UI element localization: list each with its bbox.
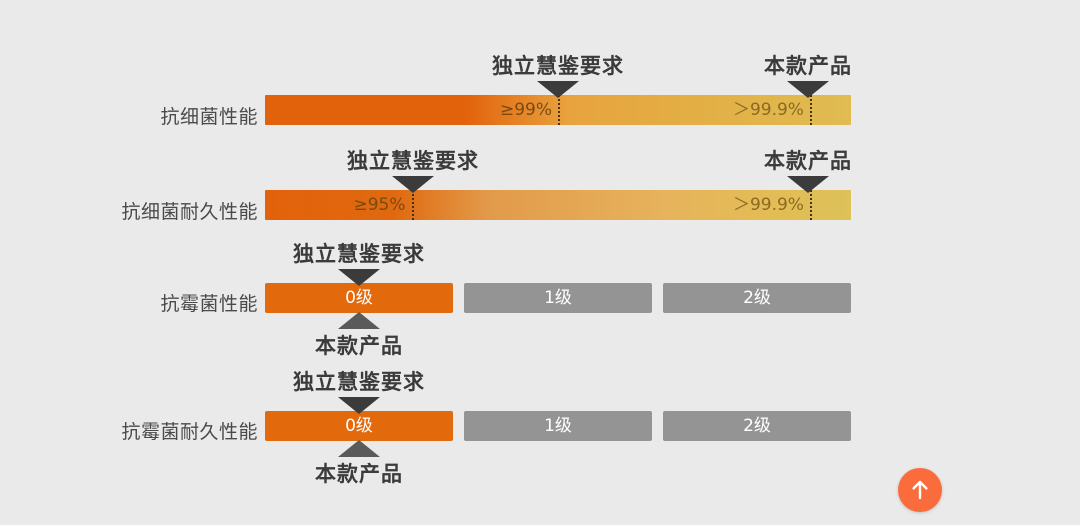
callout-requirement-label: 独立慧鉴要求 (347, 150, 479, 173)
level-segment-2: 2级 (663, 411, 851, 441)
divider-product (809, 190, 812, 220)
triangle-up-icon (338, 440, 380, 457)
bar-value-requirement: ≥99% (499, 100, 552, 120)
triangle-down-icon (787, 81, 829, 98)
level-segment-2: 2级 (663, 283, 851, 313)
level-segment-0: 0级 (265, 283, 453, 313)
triangle-down-icon (787, 176, 829, 193)
bar-antifungal: 0级 1级 2级 (265, 283, 851, 313)
row-label-antibacterial: 抗细菌性能 (160, 107, 258, 128)
callout-requirement-antibacterial-durability: 独立慧鉴要求 (347, 145, 479, 193)
callout-product-label: 本款产品 (315, 463, 403, 486)
bar-value-requirement: ≥95% (353, 195, 406, 215)
arrow-up-icon (898, 468, 942, 512)
row-label-antifungal: 抗霉菌性能 (160, 294, 258, 315)
triangle-up-icon (338, 312, 380, 329)
bar-value-product: ＞99.9% (732, 100, 804, 120)
callout-product-antifungal: 本款产品 (315, 312, 403, 360)
callout-requirement-label: 独立慧鉴要求 (293, 371, 425, 394)
bar-antibacterial: ≥99% ＞99.9% (265, 95, 851, 125)
triangle-down-icon (338, 397, 380, 414)
callout-requirement-antifungal-durability: 独立慧鉴要求 (293, 366, 425, 414)
callout-product-antibacterial: 本款产品 (764, 50, 852, 98)
callout-product-antifungal-durability: 本款产品 (315, 440, 403, 488)
callout-product-label: 本款产品 (315, 335, 403, 358)
bar-track (265, 190, 851, 220)
row-label-antifungal-durability: 抗霉菌耐久性能 (121, 422, 258, 443)
back-to-top-button[interactable] (898, 468, 942, 512)
callout-product-antibacterial-durability: 本款产品 (764, 145, 852, 193)
level-segment-1: 1级 (464, 411, 652, 441)
divider-requirement (411, 190, 414, 220)
divider-requirement (558, 95, 560, 125)
bar-value-product: ＞99.9% (732, 195, 804, 215)
triangle-down-icon (537, 81, 579, 98)
bar-antifungal-durability: 0级 1级 2级 (265, 411, 851, 441)
level-segment-1: 1级 (464, 283, 652, 313)
row-label-antibacterial-durability: 抗细菌耐久性能 (121, 202, 258, 223)
bar-antibacterial-durability: ≥95% ＞99.9% (265, 190, 851, 220)
divider-product (809, 95, 812, 125)
callout-requirement-antifungal: 独立慧鉴要求 (293, 238, 425, 286)
callout-product-label: 本款产品 (764, 55, 852, 78)
triangle-down-icon (392, 176, 434, 193)
level-segment-0: 0级 (265, 411, 453, 441)
callout-requirement-label: 独立慧鉴要求 (293, 243, 425, 266)
callout-requirement-label: 独立慧鉴要求 (492, 55, 624, 78)
triangle-down-icon (338, 269, 380, 286)
callout-product-label: 本款产品 (764, 150, 852, 173)
callout-requirement-antibacterial: 独立慧鉴要求 (492, 50, 624, 98)
